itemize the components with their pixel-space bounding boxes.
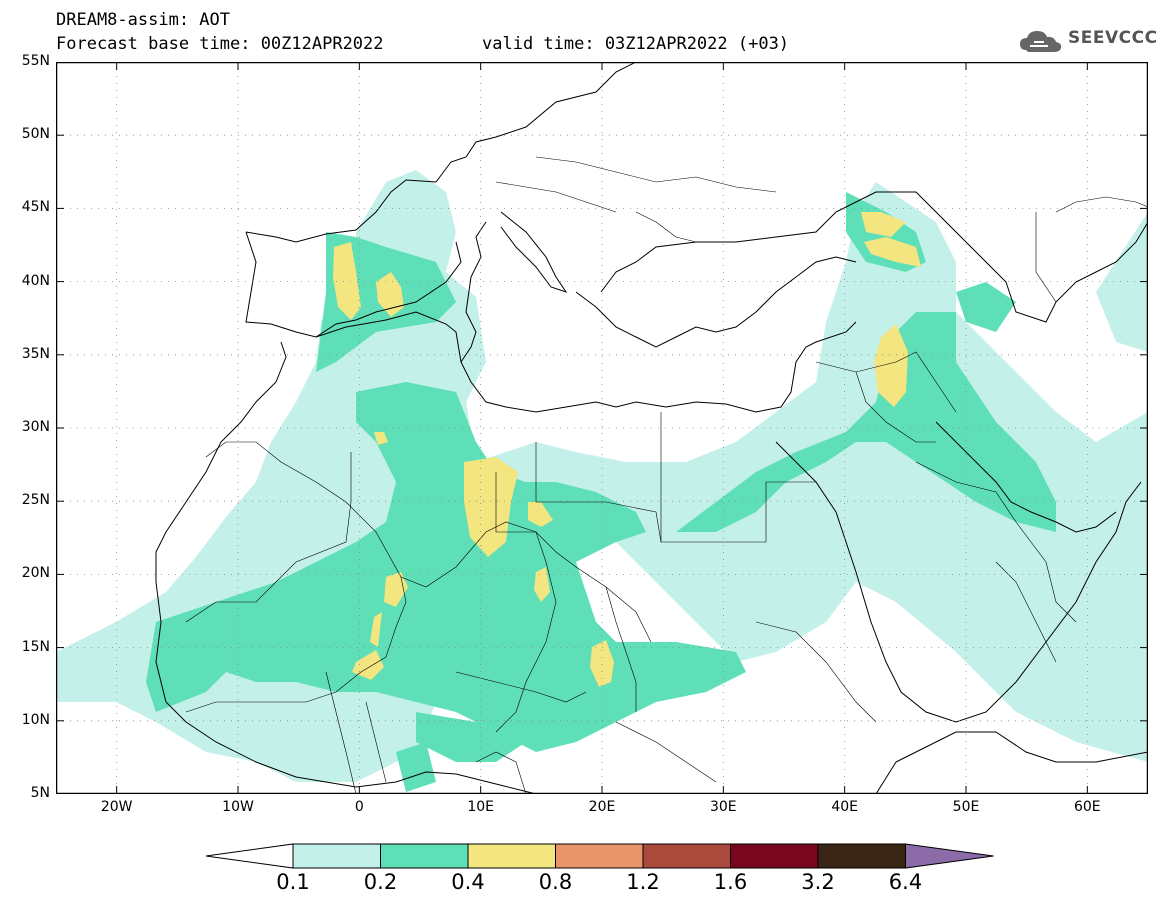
lat-label: 15N (21, 638, 50, 655)
colorbar-cell (642, 843, 731, 869)
aot-map (56, 62, 1148, 794)
valid-time-label: valid time: 03Z12APR2022 (+03) (482, 34, 790, 54)
seevccc-logo: SEEVCCC (1018, 26, 1158, 56)
lon-label: 20E (588, 799, 616, 815)
axis-ticks (56, 62, 1148, 794)
colorbar-under-triangle (205, 843, 294, 869)
country-borders (185, 156, 1148, 794)
colorbar-cell (730, 843, 819, 869)
lat-label: 25N (21, 492, 50, 509)
colorbar-cell (467, 843, 556, 869)
lon-label: 50E (952, 799, 980, 815)
colorbar-label: 0.2 (363, 870, 398, 894)
lat-label: 55N (21, 53, 50, 69)
coastlines (155, 62, 1148, 794)
lon-label: 0 (354, 799, 364, 815)
colorbar-cell (555, 843, 644, 869)
lat-label: 35N (21, 345, 50, 362)
logo-text: SEEVCCC (1068, 28, 1158, 48)
lat-label: 5N (30, 785, 50, 801)
colorbar-label: 0.8 (538, 870, 573, 894)
lon-label: 20W (100, 799, 133, 815)
lon-label: 60E (1073, 799, 1101, 815)
lon-label: 40E (831, 799, 858, 815)
lat-label: 10N (21, 711, 50, 728)
colorbar-label: 0.1 (276, 870, 310, 894)
colorbar-cell (292, 843, 381, 869)
colorbar-label: 0.4 (451, 870, 485, 894)
lat-label: 40N (21, 272, 50, 289)
colorbar-over-triangle (905, 843, 994, 869)
map-title: DREAM8-assim: AOT (56, 10, 230, 30)
base-time-label: Forecast base time: 00Z12APR2022 (56, 34, 384, 54)
colorbar-cell (817, 843, 906, 869)
colorbar-label: 1.6 (713, 870, 748, 894)
lat-label: 50N (21, 126, 50, 143)
lat-label: 45N (21, 199, 50, 216)
lon-label: 10E (467, 799, 494, 815)
colorbar-label: 1.2 (626, 870, 660, 894)
colorbar-cell (380, 843, 469, 869)
cloud-icon (1020, 31, 1062, 52)
lon-label: 30E (709, 799, 737, 815)
lat-label: 20N (21, 565, 50, 582)
colorbar-label: 6.4 (888, 870, 923, 894)
lat-lon-grid (56, 62, 1148, 794)
aot-colorbar (205, 843, 994, 869)
lat-label: 30N (21, 419, 50, 435)
lon-label: 10W (222, 799, 254, 815)
colorbar-label: 3.2 (801, 870, 835, 894)
